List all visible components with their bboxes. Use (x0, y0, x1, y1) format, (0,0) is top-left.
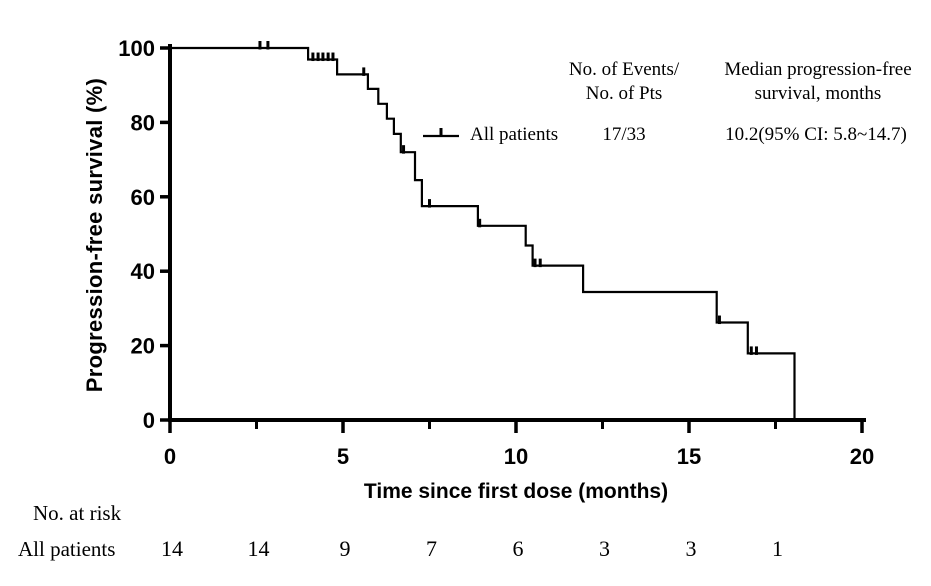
y-tick-label: 40 (131, 259, 155, 284)
at-risk-value: 6 (513, 536, 524, 561)
legend-header-events: No. of Events/ No. of Pts (534, 58, 714, 106)
legend-header-median: Median progression-free survival, months (688, 58, 931, 106)
at-risk-value: 3 (686, 536, 697, 561)
legend-header-median-line1: Median progression-free (724, 59, 912, 80)
y-tick-label: 80 (131, 110, 155, 135)
axes-spines (168, 44, 866, 422)
at-risk-value: 14 (248, 536, 270, 561)
at-risk-value: 1 (772, 536, 783, 561)
x-tick-label: 20 (850, 444, 874, 469)
legend-header-events-line1: No. of Events/ (568, 59, 680, 80)
y-tick-label: 0 (143, 408, 155, 433)
at-risk-title: No. at risk (33, 501, 122, 525)
y-tick-label: 100 (118, 36, 155, 61)
at-risk-value: 14 (161, 536, 183, 561)
legend-median-value: 10.2(95% CI: 5.8~14.7) (725, 124, 907, 145)
at-risk-value: 9 (340, 536, 351, 561)
legend-events-value: 17/33 (602, 124, 646, 145)
legend-series-label: All patients (470, 124, 559, 145)
x-tick-label: 15 (677, 444, 701, 469)
y-tick-label: 60 (131, 185, 155, 210)
x-axis-ticks: 0 5 10 15 20 (164, 422, 874, 469)
at-risk-value: 7 (426, 536, 437, 561)
x-axis-title: Time since first dose (months) (363, 480, 669, 503)
y-axis-ticks: 0 20 40 60 80 100 (118, 36, 169, 433)
legend-header-median-line2: survival, months (754, 83, 882, 104)
legend-header-events-line2: No. of Pts (585, 83, 663, 104)
x-tick-label: 5 (337, 444, 349, 469)
at-risk-value: 3 (599, 536, 610, 561)
x-tick-label: 0 (164, 444, 176, 469)
at-risk-row-label: All patients (18, 537, 116, 561)
km-series (170, 41, 796, 420)
y-axis-title: Progression-free survival (%) (82, 77, 107, 393)
x-tick-label: 10 (504, 444, 528, 469)
y-tick-label: 20 (131, 334, 155, 359)
km-curve (170, 46, 796, 420)
at-risk-values: 14 14 9 7 6 3 3 1 (161, 536, 783, 561)
legend-series-symbol-icon (423, 128, 459, 138)
